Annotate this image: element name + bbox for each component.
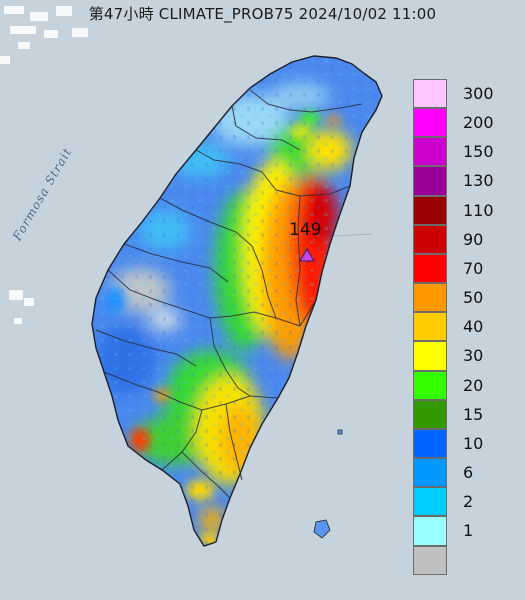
legend-swatch — [413, 516, 447, 546]
legend-item: 130 — [413, 166, 513, 196]
legend-item — [413, 545, 513, 575]
legend-item: 6 — [413, 458, 513, 488]
legend-swatch — [413, 458, 447, 488]
peak-value-label: 149 — [289, 220, 322, 240]
legend-swatch — [413, 166, 447, 196]
legend-swatch — [413, 253, 447, 284]
legend-item: 50 — [413, 283, 513, 313]
legend-swatch — [413, 341, 447, 371]
legend-item: 70 — [413, 253, 513, 284]
legend-label: 90 — [463, 229, 484, 249]
legend-item: 1 — [413, 516, 513, 546]
legend-swatch — [413, 312, 447, 342]
legend-swatch — [413, 195, 447, 225]
legend-label: 200 — [463, 113, 494, 133]
legend-label: 110 — [463, 200, 494, 220]
legend-swatch — [413, 370, 447, 400]
legend-label: 30 — [463, 346, 484, 366]
legend-item: 20 — [413, 370, 513, 400]
legend-item: 2 — [413, 487, 513, 517]
small-islands — [313, 429, 343, 539]
legend-item: 30 — [413, 341, 513, 371]
legend-label: 70 — [463, 258, 484, 278]
legend-swatch — [413, 487, 447, 517]
legend-item: 150 — [413, 137, 513, 167]
legend-label: 20 — [463, 375, 484, 395]
legend-item: 110 — [413, 195, 513, 225]
leader-line — [333, 233, 373, 237]
cloud-patches — [0, 6, 88, 324]
legend-item: 40 — [413, 312, 513, 342]
legend-swatch — [413, 79, 447, 109]
legend-label: 150 — [463, 142, 494, 162]
legend-label: 15 — [463, 404, 484, 424]
legend-item: 200 — [413, 108, 513, 138]
legend-item: 300 — [413, 79, 513, 109]
legend-swatch — [413, 137, 447, 167]
legend-swatch — [413, 283, 447, 313]
legend-swatch — [413, 108, 447, 138]
map-title: 第47小時 CLIMATE_PROB75 2024/10/02 11:00 — [88, 5, 437, 23]
legend-label: 50 — [463, 288, 484, 308]
legend-label: 1 — [463, 521, 474, 541]
legend-label: 300 — [463, 84, 494, 103]
legend-label: 6 — [463, 463, 474, 483]
legend-swatch — [413, 545, 447, 575]
legend-swatch — [413, 399, 447, 429]
legend-label: 40 — [463, 317, 484, 337]
county-boundaries — [95, 89, 363, 499]
legend-item: 15 — [413, 399, 513, 429]
legend-label: 10 — [463, 433, 484, 453]
legend-item: 10 — [413, 428, 513, 459]
legend-label: 130 — [463, 171, 494, 191]
peak-marker-icon — [299, 248, 315, 262]
legend-item: 90 — [413, 224, 513, 254]
legend-swatch — [413, 428, 447, 459]
color-legend: 300 200 150 130 110 90 70 50 40 30 20 15 10 6 2 1 — [413, 79, 513, 575]
legend-label: 2 — [463, 492, 474, 512]
legend-swatch — [413, 224, 447, 254]
